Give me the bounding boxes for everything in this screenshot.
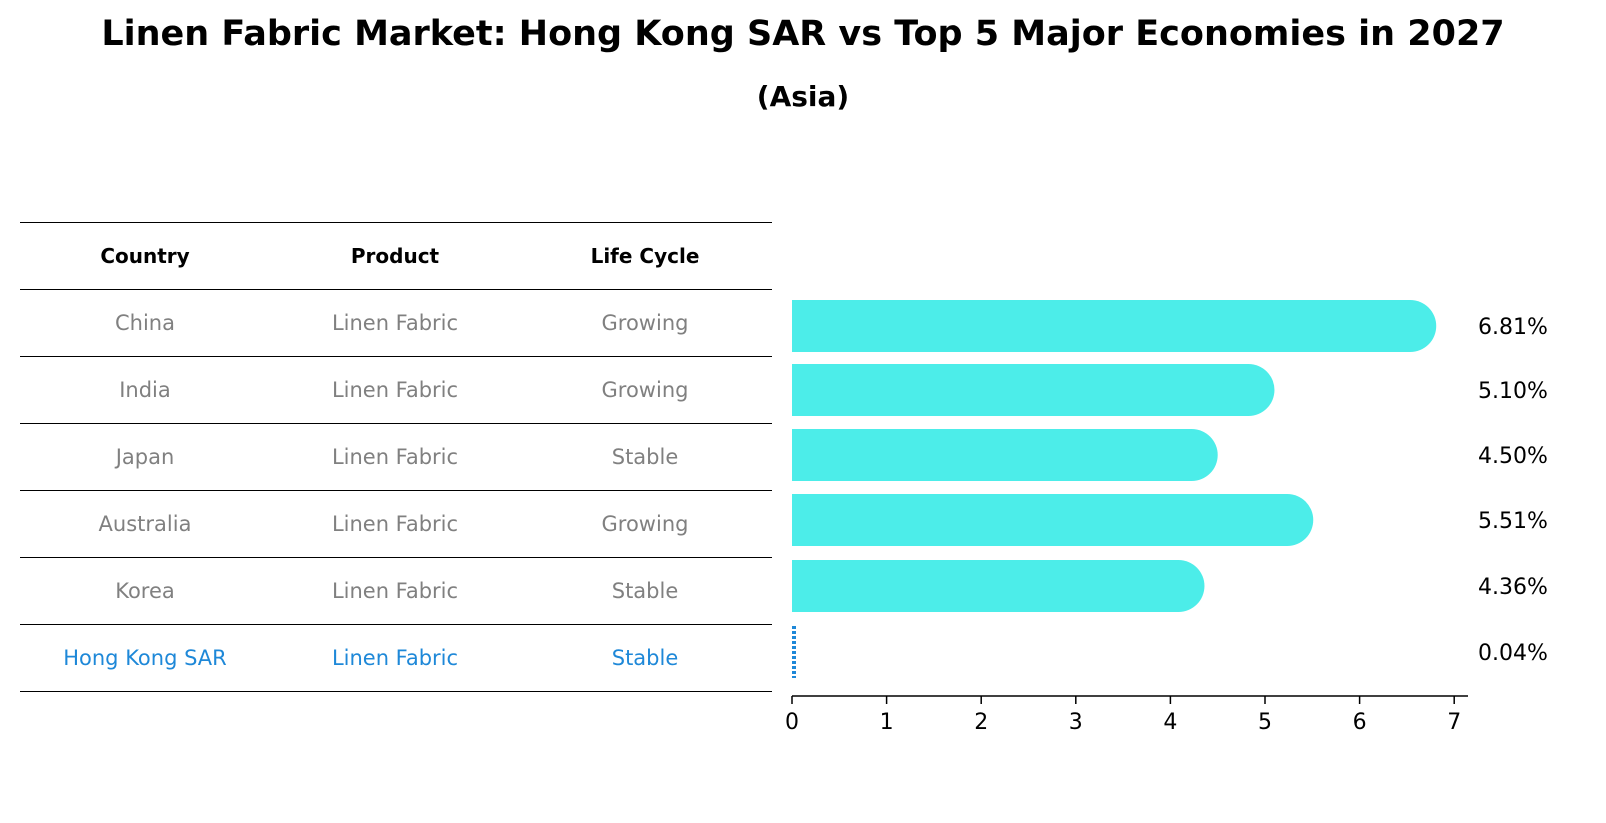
- bar-body: [792, 300, 1411, 352]
- value-label: 6.81%: [1478, 315, 1548, 340]
- market-table: Country Product Life Cycle China Linen F…: [20, 222, 772, 692]
- cell-country: Hong Kong SAR: [63, 646, 227, 670]
- cell-life-cycle: Stable: [611, 445, 679, 469]
- cell-country: India: [119, 378, 171, 402]
- value-label: 5.51%: [1478, 509, 1548, 534]
- cell-product: Linen Fabric: [331, 646, 459, 670]
- cell-product: Linen Fabric: [331, 579, 459, 603]
- bar-japan: [792, 429, 1218, 481]
- cell-product: Linen Fabric: [331, 445, 459, 469]
- cell-life-cycle: Stable: [611, 579, 679, 603]
- bar-body: [792, 560, 1179, 612]
- table-row: Australia Linen Fabric Growing: [20, 491, 772, 558]
- table-row: China Linen Fabric Growing: [20, 290, 772, 357]
- x-tick-label: 4: [1163, 710, 1177, 735]
- cell-life-cycle: Stable: [611, 646, 679, 670]
- table-row: Korea Linen Fabric Stable: [20, 558, 772, 625]
- bar-china: [792, 300, 1437, 352]
- table-header-row: Country Product Life Cycle: [20, 222, 772, 290]
- bar-cap: [1165, 429, 1218, 481]
- cell-product: Linen Fabric: [331, 512, 459, 536]
- bar-body: [792, 494, 1288, 546]
- cell-country: Korea: [115, 579, 175, 603]
- cell-country: Australia: [98, 512, 192, 536]
- cell-life-cycle: Growing: [601, 311, 689, 335]
- bar-cap: [1152, 560, 1205, 612]
- bar-cap: [1384, 300, 1437, 352]
- bar-korea: [792, 560, 1205, 612]
- header-product: Product: [350, 244, 440, 268]
- table-row-highlight: Hong Kong SAR Linen Fabric Stable: [20, 625, 772, 692]
- x-tick-label: 1: [880, 710, 894, 735]
- bar-india: [792, 364, 1275, 416]
- header-country: Country: [100, 244, 190, 268]
- table-row: Japan Linen Fabric Stable: [20, 424, 772, 491]
- cell-product: Linen Fabric: [331, 378, 459, 402]
- value-label: 4.36%: [1478, 575, 1548, 600]
- x-tick-label: 2: [974, 710, 988, 735]
- x-tick-label: 0: [785, 710, 799, 735]
- header-life-cycle: Life Cycle: [590, 244, 700, 268]
- x-tick-label: 3: [1069, 710, 1083, 735]
- cell-life-cycle: Growing: [601, 378, 689, 402]
- value-label: 5.10%: [1478, 379, 1548, 404]
- value-label: 4.50%: [1478, 444, 1548, 469]
- cell-country: Japan: [115, 445, 175, 469]
- x-tick-label: 6: [1353, 710, 1367, 735]
- bar-australia: [792, 494, 1314, 546]
- x-tick-label: 5: [1258, 710, 1272, 735]
- value-label: 0.04%: [1478, 641, 1548, 666]
- bar-body: [792, 429, 1192, 481]
- chart-title: Linen Fabric Market: Hong Kong SAR vs To…: [101, 14, 1505, 54]
- cell-product: Linen Fabric: [331, 311, 459, 335]
- chart-subtitle: (Asia): [756, 80, 850, 113]
- table-row: India Linen Fabric Growing: [20, 357, 772, 424]
- bar-body: [792, 364, 1249, 416]
- cell-life-cycle: Growing: [601, 512, 689, 536]
- bar-cap: [1261, 494, 1314, 546]
- cell-country: China: [115, 311, 175, 335]
- x-tick-label: 7: [1447, 710, 1461, 735]
- bar-cap: [1222, 364, 1275, 416]
